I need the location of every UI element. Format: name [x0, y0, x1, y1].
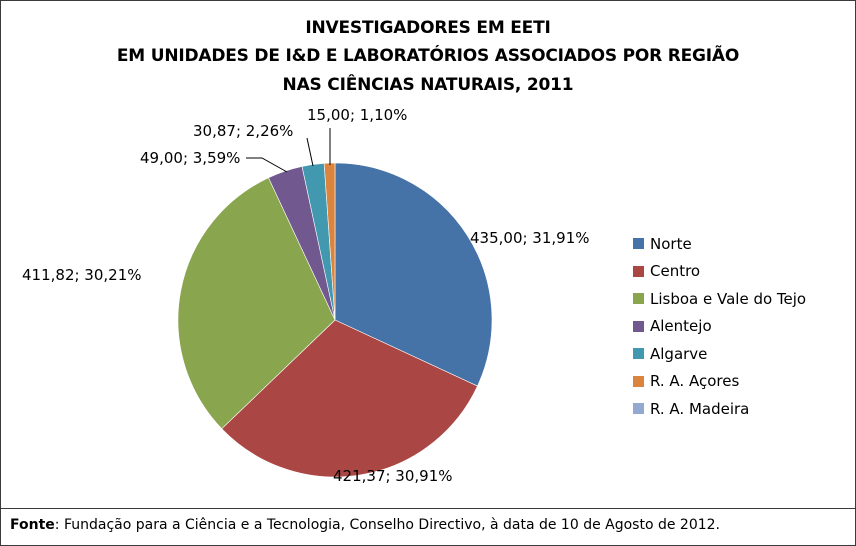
- legend-swatch-centro: [633, 265, 644, 277]
- leader-line-alentejo: [246, 157, 288, 173]
- legend-swatch-r-a-madeira: [633, 403, 644, 415]
- legend-item-lisboa-e-vale-do-tejo: Lisboa e Vale do Tejo: [633, 285, 806, 313]
- chart-title-line-1: INVESTIGADORES EM EETI: [305, 18, 551, 38]
- pie-slice-lisboa-e-vale-do-tejo: [177, 177, 336, 430]
- legend-label-r-a-madeira: R. A. Madeira: [650, 399, 750, 418]
- data-label-alentejo: 49,00; 3,59%: [140, 149, 240, 167]
- source-label: Fonte: [10, 517, 55, 533]
- data-label-algarve: 30,87; 2,26%: [193, 122, 293, 140]
- legend-swatch-norte: [633, 238, 644, 250]
- legend-label-r-a-acores: R. A. Açores: [650, 372, 740, 391]
- source-note: Fonte: Fundação para a Ciência e a Tecno…: [10, 517, 720, 533]
- legend-label-norte: Norte: [650, 234, 692, 253]
- legend-label-centro: Centro: [650, 262, 701, 281]
- data-label-norte: 435,00; 31,91%: [470, 229, 590, 247]
- pie-slice-norte: [334, 162, 493, 387]
- legend-item-r-a-acores: R. A. Açores: [633, 368, 806, 396]
- legend-item-norte: Norte: [633, 230, 806, 258]
- legend-item-alentejo: Alentejo: [633, 313, 806, 341]
- data-label-r-a-acores: 15,00; 1,10%: [307, 106, 407, 124]
- legend-label-alentejo: Alentejo: [650, 317, 712, 336]
- legend-swatch-r-a-acores: [633, 375, 644, 387]
- legend-item-algarve: Algarve: [633, 340, 806, 368]
- legend-swatch-lisboa-e-vale-do-tejo: [633, 293, 644, 305]
- legend-swatch-algarve: [633, 348, 644, 360]
- pie-slice-centro: [221, 319, 478, 478]
- data-label-centro: 421,37; 30,91%: [333, 467, 453, 485]
- legend-item-r-a-madeira: R. A. Madeira: [633, 395, 806, 423]
- chart-title-line-3: NAS CIÊNCIAS NATURAIS, 2011: [282, 75, 574, 95]
- legend-item-centro: Centro: [633, 258, 806, 286]
- legend-label-algarve: Algarve: [650, 344, 708, 363]
- source-text: : Fundação para a Ciência e a Tecnologia…: [54, 517, 721, 533]
- legend-swatch-alentejo: [633, 320, 644, 332]
- legend: Norte Centro Lisboa e Vale do Tejo Alentejo…: [633, 230, 806, 423]
- footer-divider: [0, 508, 856, 509]
- leader-line-algarve: [306, 137, 314, 167]
- legend-label-lisboa-e-vale-do-tejo: Lisboa e Vale do Tejo: [650, 289, 807, 308]
- data-label-lisboa-e-vale-do-tejo: 411,82; 30,21%: [22, 266, 142, 284]
- pie-chart: 435,00; 31,91% 421,37; 30,91% 411,82; 30,2…: [22, 106, 590, 485]
- chart-title-line-2: EM UNIDADES DE I&D E LABORATÓRIOS ASSOCI…: [116, 46, 740, 66]
